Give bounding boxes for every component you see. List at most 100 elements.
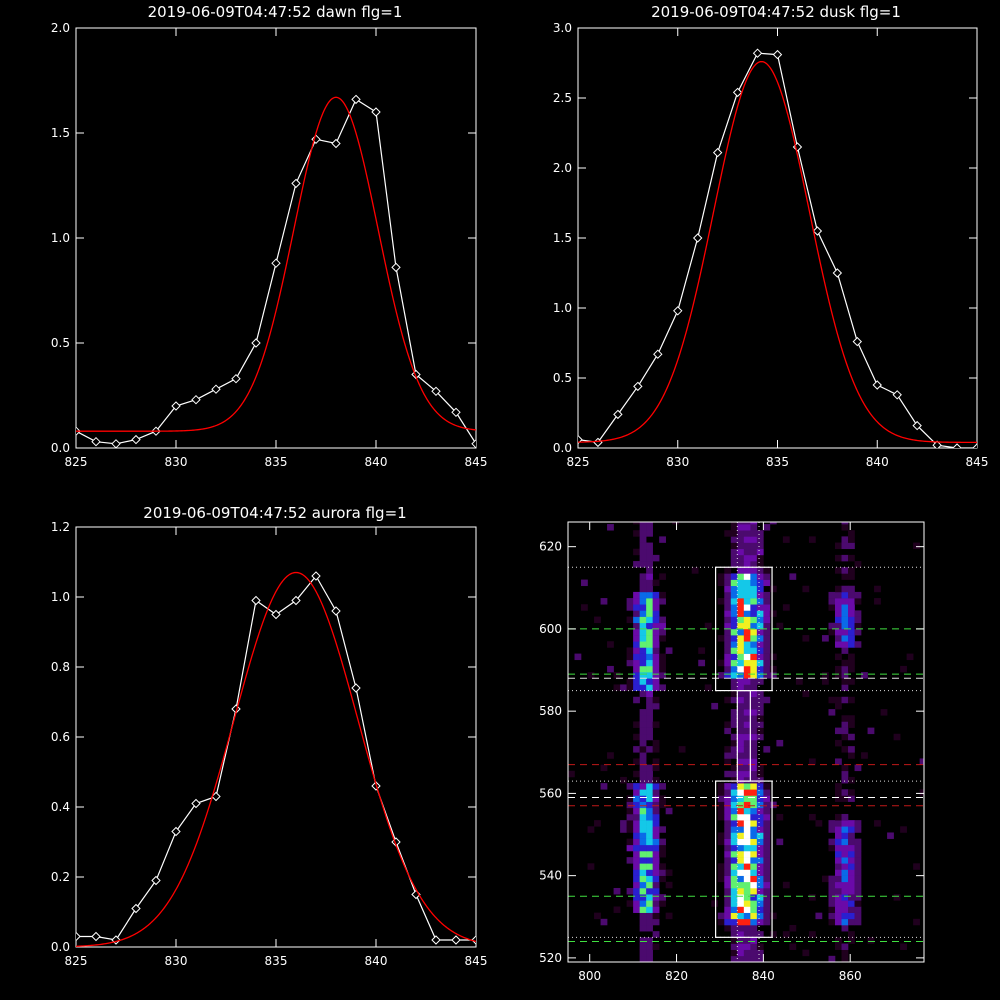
spectrogram-cell bbox=[639, 647, 647, 654]
spectrogram-cell bbox=[730, 672, 738, 679]
spectrogram-cell bbox=[724, 770, 732, 778]
spectrogram-cell bbox=[743, 752, 751, 759]
dusk-data-point bbox=[653, 349, 663, 359]
spectrogram-cell bbox=[750, 931, 758, 938]
spectrogram-cell bbox=[756, 727, 764, 735]
spectrogram-cell bbox=[717, 795, 725, 802]
spectrogram-cell bbox=[763, 598, 771, 605]
spectrogram-cell bbox=[730, 554, 738, 562]
spectrogram-cell bbox=[789, 573, 797, 580]
spectrogram-cell bbox=[848, 937, 855, 944]
spectrogram-cell bbox=[835, 585, 842, 593]
dusk-data-point bbox=[673, 306, 683, 316]
spectrogram-cell bbox=[743, 801, 751, 809]
spectrogram-cell bbox=[743, 561, 751, 568]
spectrogram-cell bbox=[730, 869, 738, 876]
spectrogram-cell bbox=[587, 863, 595, 870]
spectrogram-cell bbox=[750, 770, 758, 778]
spectrogram-cell bbox=[613, 906, 621, 913]
spectrogram-cell bbox=[639, 912, 647, 920]
spectrogram-cell bbox=[626, 813, 634, 821]
spectrogram-cell bbox=[848, 844, 855, 852]
spectrogram-cell bbox=[724, 672, 732, 679]
spectrogram-cell bbox=[639, 949, 647, 957]
spectrogram-cell bbox=[639, 869, 647, 876]
spectrogram-cell bbox=[743, 554, 751, 562]
spectrogram-cell bbox=[646, 604, 653, 611]
spectrogram-cell bbox=[743, 542, 751, 550]
spectrogram-cell bbox=[763, 820, 771, 827]
spectrogram-cell bbox=[724, 622, 732, 630]
spectrogram-cell bbox=[737, 610, 745, 617]
spectrogram-cell bbox=[639, 850, 647, 858]
spectrogram-cell bbox=[763, 887, 771, 895]
spectrogram-cell bbox=[756, 715, 764, 722]
spectrogram-cell bbox=[756, 770, 764, 778]
spectrogram-cell bbox=[750, 912, 758, 920]
spectrogram-cell bbox=[841, 610, 849, 617]
spectrogram-cell bbox=[652, 758, 660, 765]
spectrogram-cell bbox=[750, 776, 758, 784]
spectrogram-cell bbox=[841, 863, 849, 870]
spectrogram-cell bbox=[659, 844, 666, 852]
spectrogram-cell bbox=[756, 733, 764, 741]
spectrogram-cell bbox=[756, 783, 764, 790]
spectrogram-cell bbox=[652, 887, 660, 895]
dawn-data-point bbox=[131, 434, 141, 445]
spectrogram-cell bbox=[633, 616, 640, 624]
spectrogram-cell bbox=[737, 764, 745, 772]
spectrogram-cell bbox=[835, 857, 842, 864]
spectrogram-cell bbox=[633, 561, 640, 568]
spectrogram-cell bbox=[594, 820, 601, 827]
spectrogram-cell bbox=[848, 900, 855, 907]
spectrogram-cell bbox=[639, 758, 647, 765]
spectrogram-cell bbox=[763, 579, 771, 587]
spectrogram-cell bbox=[626, 616, 634, 624]
spectrogram-cell bbox=[717, 598, 725, 605]
spectrogram-cell bbox=[724, 641, 732, 648]
spectrogram-cell bbox=[652, 628, 660, 636]
spectrogram-cell bbox=[763, 635, 771, 642]
spectrogram-cell bbox=[750, 887, 758, 895]
spectrogram-cell bbox=[639, 672, 647, 679]
spectrogram-cell bbox=[756, 690, 764, 698]
spectrogram-cell bbox=[633, 887, 640, 895]
spectrogram-cell bbox=[652, 702, 660, 710]
spectrogram-cell bbox=[711, 900, 719, 907]
spectrogram-cell bbox=[737, 585, 745, 593]
spectrogram-cell bbox=[848, 610, 855, 617]
spectrogram-cell bbox=[848, 746, 855, 753]
spectrogram-cell bbox=[763, 863, 771, 870]
spectrogram-cell bbox=[848, 628, 855, 636]
spectrogram-cell bbox=[737, 684, 745, 691]
spectrogram-cell bbox=[626, 647, 634, 654]
spectrogram-cell bbox=[763, 881, 771, 889]
spectrogram-cell bbox=[737, 678, 745, 685]
dusk-data-point bbox=[613, 409, 623, 420]
spectrogram-cell bbox=[848, 850, 855, 858]
spectrogram-cell bbox=[652, 783, 660, 790]
spectrogram-cell bbox=[730, 610, 738, 617]
spectrogram-cell bbox=[848, 894, 855, 901]
aurora-y-tick-label: 0.0 bbox=[51, 940, 70, 954]
spectrogram-cell bbox=[639, 548, 647, 556]
spectrogram-cell bbox=[835, 641, 842, 648]
spectrogram-cell bbox=[821, 678, 829, 685]
spectrogram-cell bbox=[821, 672, 829, 679]
spectrogram-cell bbox=[646, 937, 653, 944]
spectrogram-cell bbox=[756, 536, 764, 543]
spectrogram-cell bbox=[756, 789, 764, 796]
spectrogram-cell bbox=[639, 807, 647, 815]
spectrogram-cell bbox=[646, 912, 653, 920]
spectrogram-cell bbox=[750, 641, 758, 648]
spectrogram-cell bbox=[828, 955, 836, 962]
aurora-data-point bbox=[171, 826, 181, 837]
spectrogram-y-tick-label: 560 bbox=[539, 786, 562, 800]
spectrogram-cell bbox=[848, 622, 855, 630]
spectrogram-cell bbox=[750, 690, 758, 698]
spectrogram-cell bbox=[652, 912, 660, 920]
spectrogram-cell bbox=[743, 758, 751, 765]
spectrogram-cell bbox=[659, 795, 666, 802]
spectrogram-cell bbox=[730, 770, 738, 778]
spectrogram-cell bbox=[756, 820, 764, 827]
